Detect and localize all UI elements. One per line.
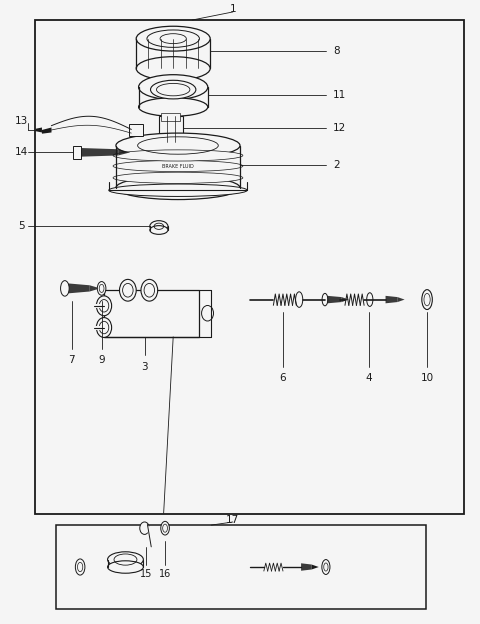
Text: 15: 15: [140, 568, 153, 578]
Ellipse shape: [161, 521, 169, 535]
Text: BRAKE FLUID: BRAKE FLUID: [162, 164, 194, 169]
Circle shape: [140, 522, 149, 534]
Ellipse shape: [75, 559, 85, 575]
Ellipse shape: [150, 221, 168, 232]
Ellipse shape: [202, 306, 214, 321]
Bar: [73, 146, 81, 158]
Polygon shape: [90, 285, 100, 291]
Ellipse shape: [120, 280, 136, 301]
Polygon shape: [385, 296, 397, 303]
Ellipse shape: [151, 80, 196, 99]
Bar: [56, 525, 426, 609]
Text: 9: 9: [98, 356, 105, 366]
Bar: [161, 113, 180, 120]
Text: 4: 4: [366, 373, 372, 383]
Polygon shape: [80, 148, 118, 157]
Ellipse shape: [60, 281, 69, 296]
Polygon shape: [36, 127, 42, 132]
Ellipse shape: [141, 280, 157, 301]
Ellipse shape: [108, 552, 144, 567]
Text: 5: 5: [18, 222, 25, 232]
Ellipse shape: [422, 290, 432, 310]
Text: 13: 13: [15, 115, 28, 125]
Ellipse shape: [136, 57, 210, 80]
Ellipse shape: [116, 133, 240, 158]
Ellipse shape: [113, 150, 243, 161]
Ellipse shape: [96, 318, 112, 338]
Bar: [104, 290, 199, 337]
Ellipse shape: [136, 26, 210, 51]
Ellipse shape: [367, 293, 373, 306]
Text: 16: 16: [159, 568, 171, 578]
Text: 11: 11: [333, 90, 346, 100]
Ellipse shape: [108, 561, 144, 573]
Ellipse shape: [116, 176, 240, 200]
Text: 10: 10: [420, 373, 433, 383]
Polygon shape: [312, 565, 319, 570]
Ellipse shape: [96, 296, 112, 316]
Ellipse shape: [296, 292, 303, 308]
Ellipse shape: [147, 30, 199, 47]
Ellipse shape: [322, 560, 330, 575]
Text: 7: 7: [68, 356, 75, 366]
Ellipse shape: [150, 226, 168, 235]
Ellipse shape: [139, 75, 208, 100]
Polygon shape: [397, 297, 405, 302]
Bar: [159, 116, 183, 142]
Ellipse shape: [109, 184, 247, 197]
Ellipse shape: [160, 34, 186, 44]
Ellipse shape: [322, 293, 328, 306]
Ellipse shape: [97, 281, 106, 295]
Text: 6: 6: [280, 373, 286, 383]
Polygon shape: [68, 283, 90, 293]
Bar: [129, 124, 143, 136]
Text: 8: 8: [333, 46, 340, 56]
Polygon shape: [342, 297, 349, 302]
Polygon shape: [118, 149, 130, 155]
Polygon shape: [42, 127, 51, 134]
Text: 1: 1: [229, 4, 236, 14]
Ellipse shape: [113, 160, 243, 172]
Text: 12: 12: [333, 123, 346, 133]
Text: 17: 17: [226, 515, 240, 525]
Bar: [35, 20, 464, 514]
Text: 2: 2: [333, 160, 340, 170]
Text: 14: 14: [15, 147, 28, 157]
Polygon shape: [301, 563, 312, 571]
Text: 3: 3: [141, 362, 148, 372]
Ellipse shape: [139, 98, 208, 116]
Ellipse shape: [113, 172, 243, 183]
Polygon shape: [327, 296, 342, 303]
